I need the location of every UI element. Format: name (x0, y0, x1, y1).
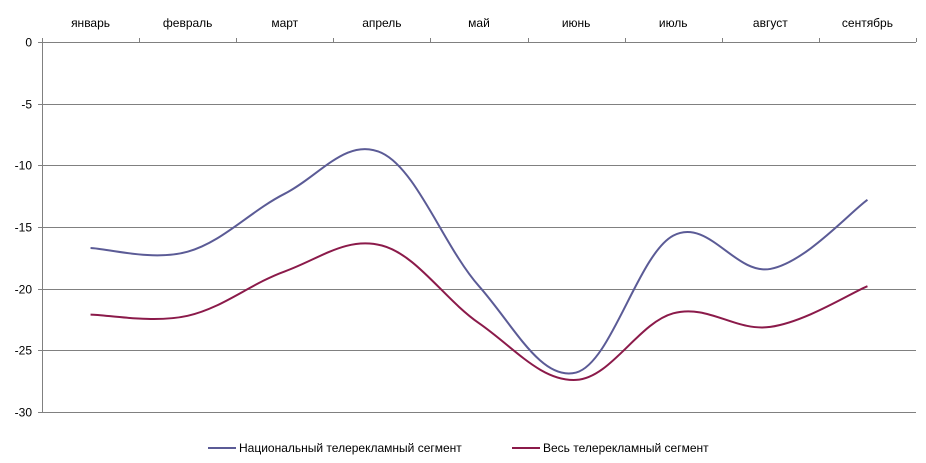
y-tick-label: -25 (15, 344, 33, 358)
y-tick-label: -20 (15, 283, 33, 297)
x-tick-label: январь (71, 16, 110, 30)
x-tick-label: март (271, 16, 298, 30)
y-tick-label: -15 (15, 221, 33, 235)
x-tick-label: май (468, 16, 490, 30)
gridlines (42, 42, 916, 413)
series-line-1 (90, 148, 869, 375)
series-lines (90, 148, 869, 381)
x-tick-label: август (753, 16, 788, 30)
y-tick-label: -5 (21, 98, 32, 112)
y-tick-label: -30 (15, 406, 33, 420)
x-tick-label: июль (659, 16, 688, 30)
x-tick-label: июнь (562, 16, 591, 30)
y-tick-labels: 0 -5 -10 -15 -20 -25 -30 (15, 36, 33, 420)
x-tick-label: сентябрь (842, 16, 893, 30)
y-tick-label: 0 (25, 36, 32, 50)
y-tick-label: -10 (15, 159, 33, 173)
legend: Национальный телерекламный сегмент Весь т… (208, 441, 709, 455)
axes (38, 38, 917, 413)
legend-label: Весь телерекламный сегмент (543, 441, 709, 455)
x-tick-labels: январь февраль март апрель май июнь июль август… (71, 16, 893, 30)
x-tick-label: февраль (163, 16, 213, 30)
legend-label: Национальный телерекламный сегмент (239, 441, 462, 455)
series-line-2 (90, 242, 868, 381)
x-tick-label: апрель (362, 16, 401, 30)
